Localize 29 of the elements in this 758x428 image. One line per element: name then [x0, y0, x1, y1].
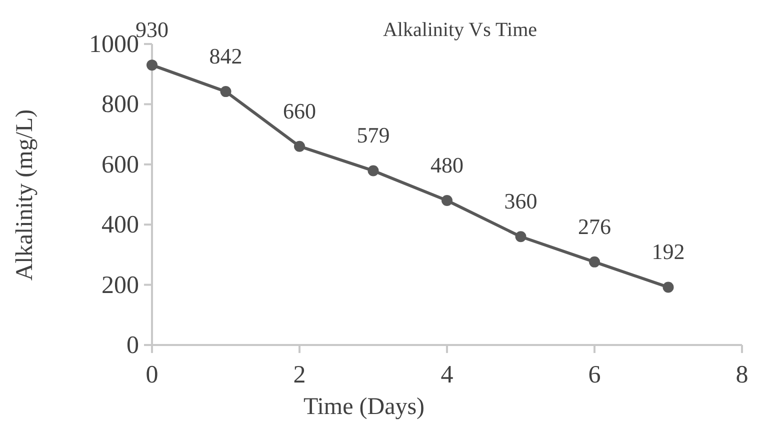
point — [662, 282, 674, 293]
point — [442, 195, 452, 206]
data-label: 360 — [504, 188, 538, 214]
y-tick-label: 200 — [102, 272, 139, 299]
y-tick-label: 1000 — [89, 31, 139, 58]
data-label: 480 — [430, 152, 464, 178]
point — [294, 140, 305, 152]
y-tick-label: 0 — [126, 332, 139, 359]
x-tick-label: 2 — [293, 361, 306, 388]
point — [146, 60, 158, 71]
point — [589, 256, 600, 268]
x-tick-label: 8 — [736, 361, 748, 388]
y-tick-label: 600 — [102, 151, 139, 178]
data-label: 579 — [356, 122, 390, 148]
chart-title: Alkalinity Vs Time — [382, 19, 538, 41]
y-tick-label: 800 — [102, 91, 139, 118]
point — [220, 86, 232, 98]
data-label: 192 — [652, 239, 685, 264]
point — [368, 165, 379, 176]
data-label: 660 — [283, 98, 316, 124]
x-axis-title: Time (Days) — [303, 394, 425, 420]
x-tick-label: 4 — [440, 361, 454, 388]
y-axis-title: Alkalinity (mg/L) — [12, 109, 38, 281]
y-tick-label: 400 — [102, 212, 139, 239]
x-tick-label: 0 — [146, 361, 158, 388]
data-label: 842 — [209, 44, 242, 69]
data-label: 276 — [578, 214, 611, 239]
point — [515, 231, 526, 242]
x-tick-label: 6 — [588, 361, 601, 388]
